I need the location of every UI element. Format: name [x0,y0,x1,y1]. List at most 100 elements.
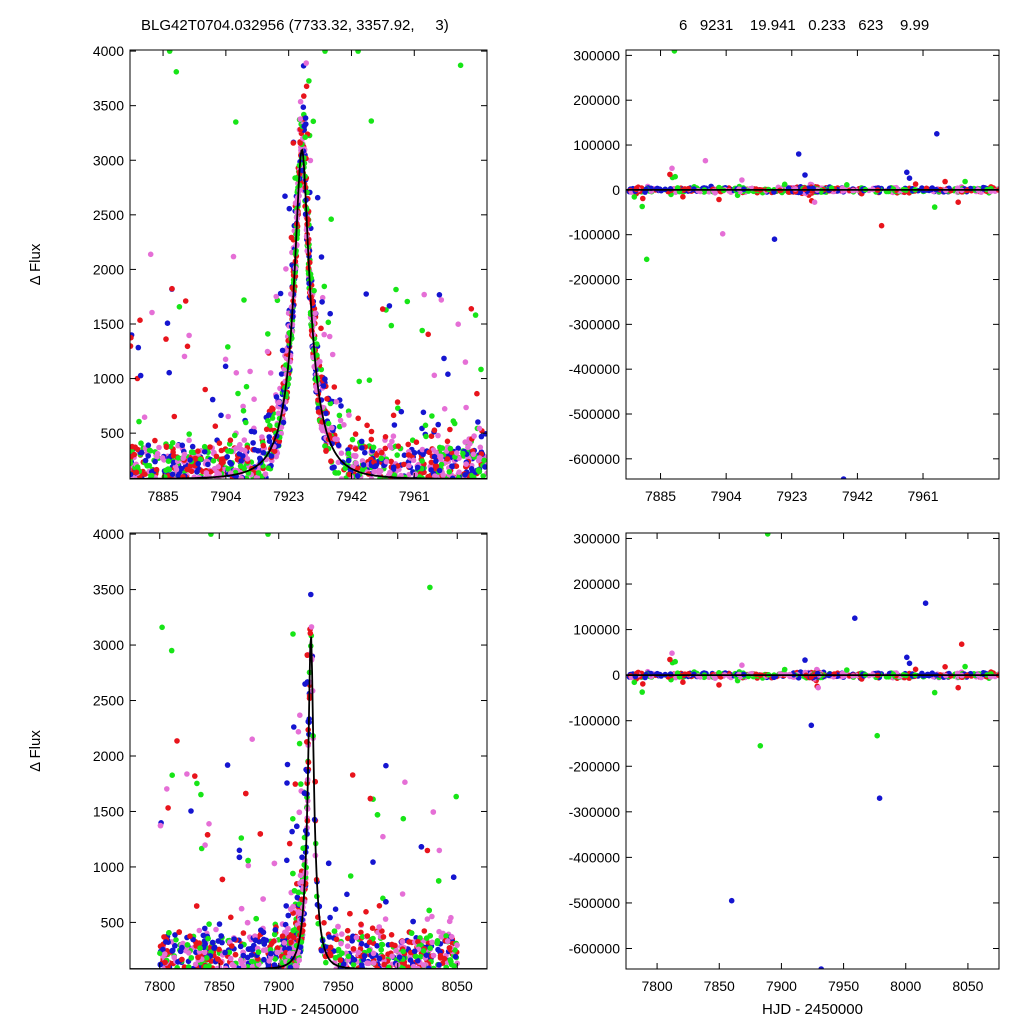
data-point [328,216,335,222]
data-point [278,371,285,377]
data-point [359,445,365,451]
data-point [170,452,177,459]
data-point [175,455,182,461]
fit-parameters: 6 9231 19.941 0.233 623 9.99 [679,17,930,34]
data-point [339,931,345,937]
data-point [244,456,251,462]
data-point [206,921,212,927]
data-point [802,657,808,663]
data-point [166,930,172,936]
data-point [669,165,675,172]
data-point [174,738,180,744]
y-tick-label: 300000 [573,530,620,546]
data-point [261,941,268,947]
data-point [425,331,432,338]
data-point [236,854,243,861]
data-point [912,181,919,187]
data-point [443,964,449,969]
y-tick-label: 3000 [93,152,124,168]
data-point [408,930,415,936]
data-point [295,36,301,42]
data-point [201,448,208,455]
data-point [345,953,352,960]
data-point [184,343,191,350]
data-point [366,377,373,384]
data-point [181,451,188,458]
data-point [446,918,453,925]
data-point [147,251,154,258]
data-point [349,436,356,443]
data-point [436,467,443,474]
data-point [383,899,389,905]
data-point [297,712,303,718]
y-axis-label: Δ Flux [27,730,44,772]
x-tick-label: 7800 [642,978,673,994]
data-point [328,458,334,465]
data-point [640,681,646,687]
data-point [475,419,481,425]
data-point [193,903,200,909]
data-point [719,231,726,237]
data-point [260,450,267,456]
data-point [363,909,369,915]
y-tick-label: -200000 [569,758,621,774]
data-point [304,652,311,658]
data-point [266,958,272,964]
data-point [322,443,328,449]
data-point [460,450,466,457]
data-point [331,384,338,390]
data-point [415,957,421,964]
data-point [203,964,209,969]
data-point [477,444,484,451]
data-point [198,791,204,798]
data-point [187,457,193,463]
data-point [344,943,351,949]
data-point [271,448,278,455]
data-point [202,941,208,947]
data-point [323,448,329,454]
data-point [290,927,297,934]
data-point [318,947,325,954]
x-tick-label: 7900 [263,978,294,994]
data-point [465,444,471,451]
data-point [154,450,161,457]
data-point [213,926,219,933]
data-point [249,736,255,742]
data-point [362,449,368,456]
data-point [639,203,645,210]
data-point [444,438,451,445]
data-point [176,304,183,310]
data-point [739,662,745,668]
data-point [436,962,442,968]
y-tick-label: 1000 [93,371,124,387]
data-point [481,457,487,464]
data-point [379,928,385,934]
data-point [186,950,192,956]
data-point [226,949,233,956]
y-tick-label: 500 [101,914,125,930]
data-point [182,298,189,304]
data-point [335,442,342,449]
data-point [160,946,166,953]
data-point [320,383,327,389]
data-point [271,860,278,867]
data-point [163,467,169,474]
data-point [166,369,172,376]
data-point [179,442,186,449]
data-point [213,453,220,460]
data-point [400,948,407,955]
data-point [294,894,301,901]
data-point [159,624,165,631]
data-point [208,533,214,537]
data-point [876,795,883,801]
x-axis-label: HJD - 2450000 [762,1001,863,1018]
data-point [195,448,201,455]
data-point [333,399,340,405]
data-point [283,903,290,909]
data-point [289,828,295,835]
data-point [411,948,418,955]
data-point [286,840,293,847]
y-tick-label: -600000 [569,451,621,467]
data-point [667,171,673,178]
